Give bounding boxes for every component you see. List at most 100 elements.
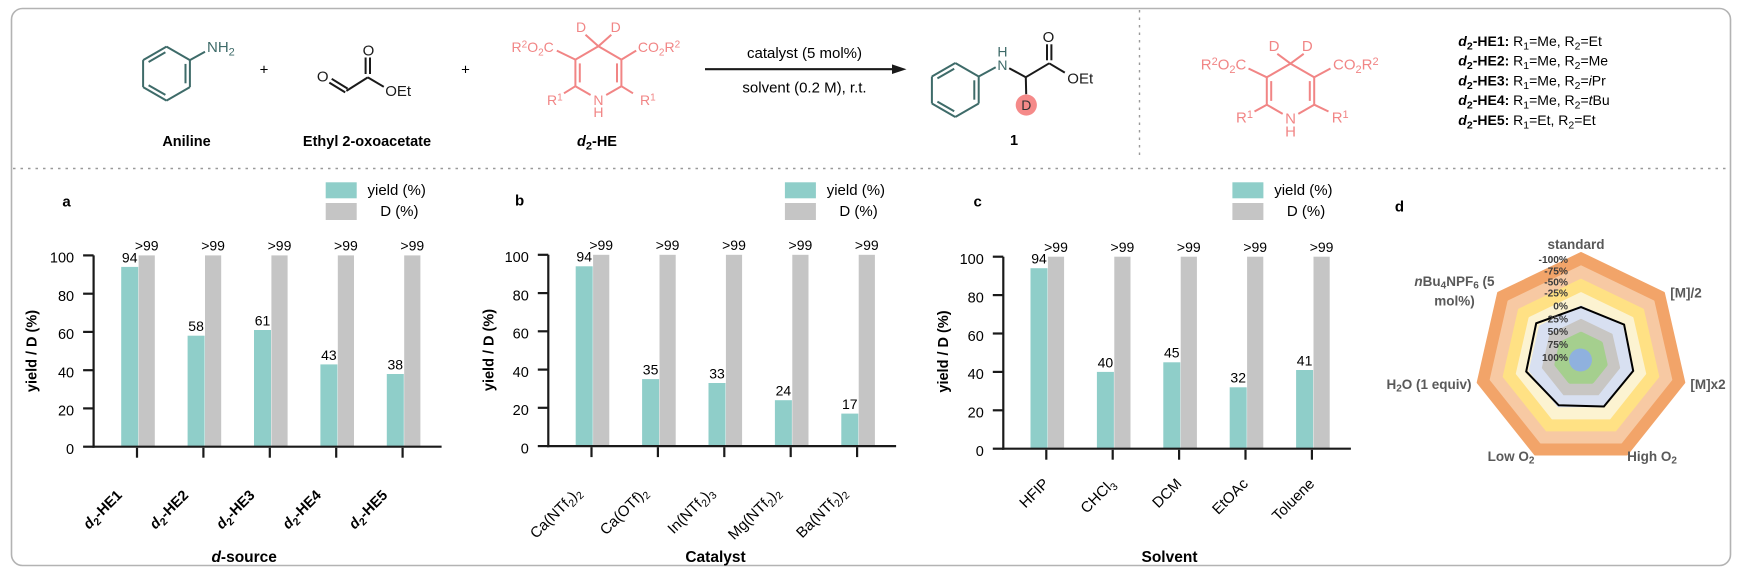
svg-text:>99: >99 [268,238,292,254]
svg-text:60: 60 [968,329,984,345]
svg-text:R2O2C: R2O2C [1201,56,1247,76]
svg-text:yield / D (%): yield / D (%) [25,310,41,392]
svg-text:>99: >99 [855,237,879,253]
svg-text:80: 80 [968,290,984,306]
svg-text:50%: 50% [1548,327,1568,338]
svg-text:24: 24 [776,383,792,399]
svg-text:catalyst (5 mol%): catalyst (5 mol%) [747,45,862,62]
svg-text:mol%): mol%) [1434,294,1475,309]
svg-text:O: O [317,69,329,86]
svg-text:38: 38 [388,356,404,372]
svg-text:25%: 25% [1548,315,1568,326]
svg-text:40: 40 [513,365,529,381]
svg-text:-25%: -25% [1544,289,1568,300]
svg-text:H: H [593,104,603,120]
svg-text:35: 35 [643,362,659,378]
svg-text:20: 20 [513,403,529,419]
svg-text:20: 20 [58,404,74,420]
svg-text:>99: >99 [135,238,159,254]
svg-text:nBu4NPF6 (5: nBu4NPF6 (5 [1414,274,1495,292]
svg-text:c: c [974,194,982,211]
svg-text:75%: 75% [1548,340,1568,351]
svg-text:d2-HE: d2-HE [577,134,617,153]
svg-text:Ethyl 2-oxoacetate: Ethyl 2-oxoacetate [303,134,431,150]
svg-text:OEt: OEt [385,83,412,100]
svg-text:D: D [1021,97,1031,113]
svg-text:43: 43 [321,347,337,363]
svg-text:H: H [1285,124,1296,141]
svg-text:32: 32 [1230,370,1246,386]
svg-text:D: D [576,19,586,35]
svg-text:>99: >99 [201,238,225,254]
svg-text:D (%): D (%) [839,203,877,220]
svg-text:100: 100 [50,251,74,267]
svg-text:CO2R2: CO2R2 [1333,56,1379,76]
svg-text:>99: >99 [334,238,358,254]
svg-text:-75%: -75% [1544,266,1568,277]
svg-text:OEt: OEt [1067,70,1094,87]
svg-text:45: 45 [1164,345,1180,361]
svg-text:D (%): D (%) [380,203,418,220]
svg-text:N: N [1285,110,1296,127]
svg-text:yield / D (%): yield / D (%) [481,309,497,391]
svg-text:d2-HE4: R1=Me, R2=tBu: d2-HE4: R1=Me, R2=tBu [1458,92,1609,112]
svg-text:80: 80 [58,289,74,305]
svg-text:100%: 100% [1542,353,1568,364]
svg-text:D: D [611,19,621,35]
svg-text:d2-HE2: R1=Me, R2=Me: d2-HE2: R1=Me, R2=Me [1458,53,1608,73]
svg-text:1: 1 [1010,133,1018,149]
svg-text:0%: 0% [1553,301,1568,312]
svg-text:O: O [1043,29,1055,46]
svg-text:N: N [997,57,1007,73]
svg-text:yield (%): yield (%) [368,182,426,199]
svg-text:100: 100 [960,252,984,268]
svg-text:>99: >99 [1111,239,1135,255]
svg-text:yield (%): yield (%) [1274,182,1332,199]
svg-text:+: + [461,62,470,79]
svg-text:D: D [1269,38,1280,55]
svg-text:>99: >99 [1044,239,1068,255]
svg-text:d-source: d-source [211,549,277,566]
svg-text:Solvent: Solvent [1142,549,1198,566]
svg-text:>99: >99 [589,237,613,253]
svg-text:+: + [260,62,269,79]
svg-text:a: a [62,194,71,211]
svg-text:N: N [593,92,603,108]
svg-text:94: 94 [1031,251,1047,267]
svg-text:Low O2: Low O2 [1488,449,1535,467]
svg-text:>99: >99 [1310,239,1334,255]
svg-text:d2-HE3: R1=Me, R2=iPr: d2-HE3: R1=Me, R2=iPr [1458,72,1606,92]
svg-text:>99: >99 [656,237,680,253]
svg-text:Catalyst: Catalyst [685,549,745,566]
svg-text:41: 41 [1297,352,1313,368]
svg-text:60: 60 [58,327,74,343]
svg-text:33: 33 [709,365,725,381]
svg-text:80: 80 [513,288,529,304]
svg-text:H: H [997,43,1007,59]
svg-text:NH2: NH2 [207,39,235,59]
svg-text:>99: >99 [1177,239,1201,255]
svg-text:20: 20 [968,406,984,422]
svg-text:94: 94 [576,249,592,265]
svg-text:>99: >99 [722,237,746,253]
svg-text:60: 60 [513,327,529,343]
svg-text:17: 17 [842,396,858,412]
svg-text:D: D [1302,38,1313,55]
svg-text:yield (%): yield (%) [827,182,885,199]
svg-text:[M]x2: [M]x2 [1690,377,1725,392]
svg-text:yield / D (%): yield / D (%) [936,310,952,392]
svg-text:High O2: High O2 [1627,449,1677,467]
svg-text:d2-HE1: R1=Me, R2=Et: d2-HE1: R1=Me, R2=Et [1458,33,1602,53]
svg-text:D (%): D (%) [1287,203,1325,220]
svg-text:61: 61 [255,312,271,328]
svg-text:100: 100 [505,250,529,266]
svg-text:>99: >99 [1243,239,1267,255]
svg-text:b: b [515,193,524,210]
svg-text:CO2R2: CO2R2 [638,39,681,59]
svg-text:solvent (0.2 M), r.t.: solvent (0.2 M), r.t. [742,80,866,97]
svg-text:58: 58 [188,318,204,334]
svg-text:40: 40 [968,367,984,383]
svg-text:>99: >99 [400,238,424,254]
svg-text:Aniline: Aniline [162,134,210,150]
svg-text:0: 0 [66,442,74,458]
